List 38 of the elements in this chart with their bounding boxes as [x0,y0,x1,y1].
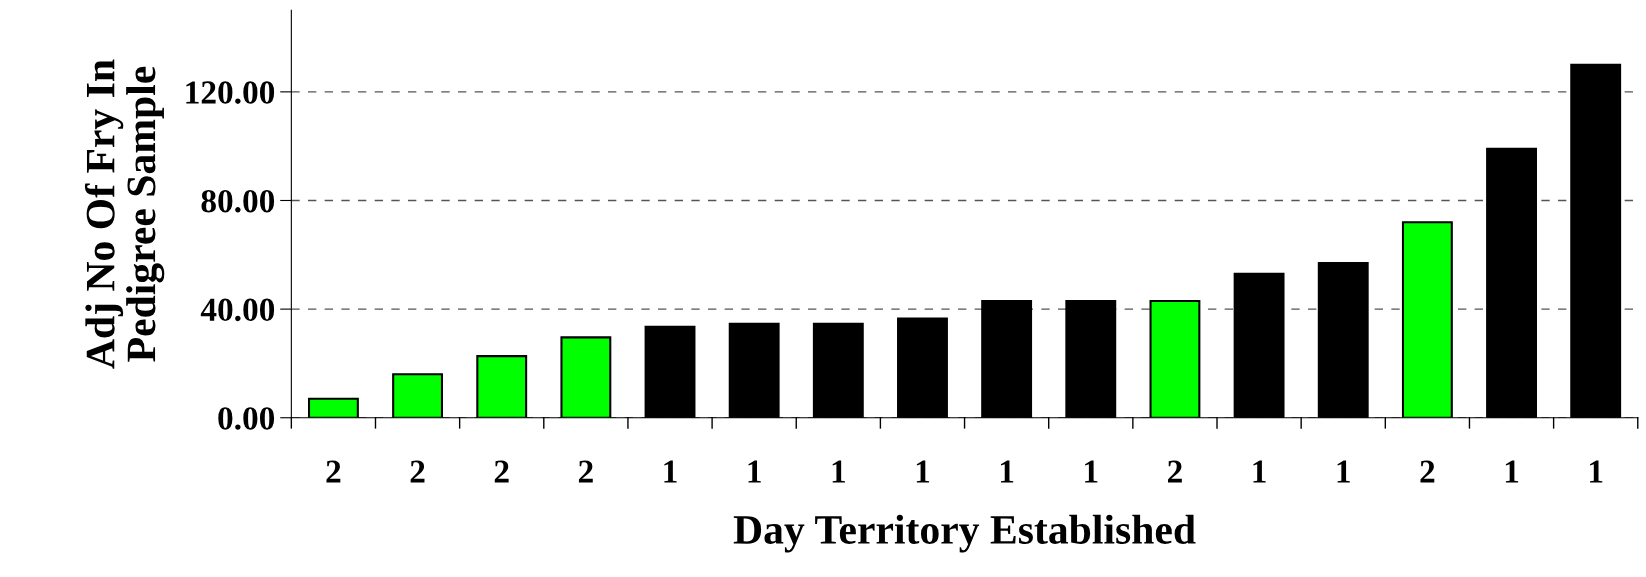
x-tick-label: 2 [494,460,509,483]
y-tick-label: 0.00 [218,407,275,430]
x-tick-label: 2 [1420,460,1435,483]
bar [307,397,359,418]
bar [1065,299,1117,418]
bar [560,336,612,418]
bar [1317,261,1369,418]
x-tick-label: 1 [1590,460,1603,483]
bar [1233,272,1285,418]
x-tick-label: 2 [1168,460,1182,483]
x-axis-title: Day Territory Established [733,514,1196,553]
x-tick-label: 1 [1253,460,1266,483]
bar [476,355,528,418]
x-tick-label: 2 [578,460,593,483]
x-tick-label: 1 [1337,460,1350,483]
y-axis-title: Adj No Of Fry In Pedigree Sample [84,59,165,369]
x-tick-label: 1 [832,460,845,483]
x-tick-label: 1 [664,460,677,483]
x-tick-label: 1 [916,460,930,483]
x-tick-label: 2 [326,460,341,483]
bar [1401,221,1453,418]
bar [1486,147,1537,418]
bar [644,325,696,418]
bar [1149,299,1201,418]
x-tick-label: 1 [1085,460,1098,483]
bar [1570,63,1622,418]
bar [728,322,780,418]
y-tick-label: 40.00 [200,298,275,322]
x-tick-label: 1 [1000,460,1014,483]
x-tick-label: 1 [1505,460,1519,483]
x-tick-label: 2 [410,460,425,483]
y-tick-label: 120.00 [186,81,275,104]
bar [812,322,864,418]
bar [392,373,444,418]
y-tick-label: 80.00 [201,189,275,213]
bar [981,299,1033,418]
x-tick-label: 1 [748,460,761,483]
bar [897,317,948,418]
